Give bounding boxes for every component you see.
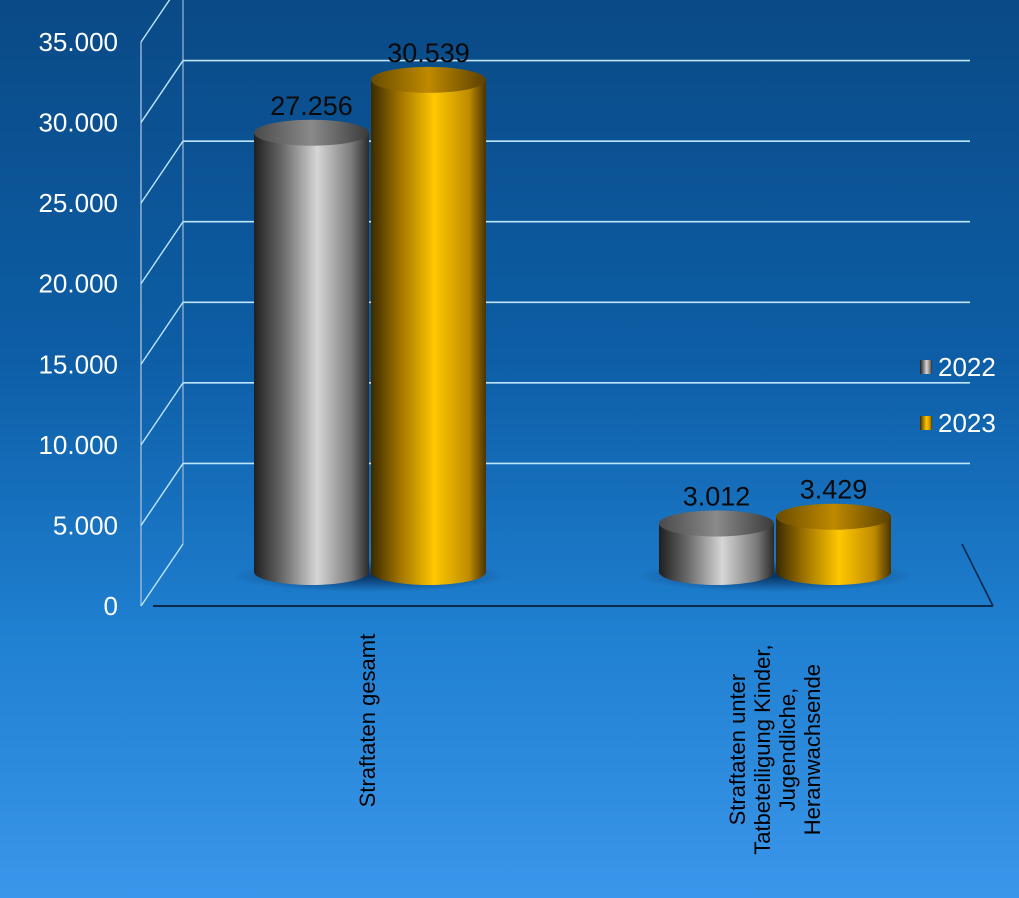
bars: 27.256 30.539 3.012 3.429: [232, 38, 913, 592]
category-labels: Straftaten gesamt Straftaten unterTatbete…: [355, 634, 825, 855]
legend-label: 2023: [938, 408, 996, 438]
grid-depth-line: [140, 60, 184, 123]
legend-item-2023: 2023: [920, 408, 996, 438]
grid-depth-line: [140, 543, 184, 607]
grid-depth-line: [140, 140, 184, 204]
grid-depth-line: [140, 382, 184, 446]
y-tick-label: 25.000: [38, 188, 118, 218]
grid-depth-line: [140, 0, 171, 43]
y-tick-label: 10.000: [38, 430, 118, 460]
data-label: 3.012: [683, 481, 751, 511]
data-label: 30.539: [387, 38, 470, 68]
bar-2023-2: [775, 503, 891, 585]
legend: 2022 2023: [920, 352, 996, 438]
bar-2023-1: [371, 66, 486, 585]
legend-item-2022: 2022: [920, 352, 996, 382]
data-label: 27.256: [270, 91, 353, 121]
floor-edge: [961, 543, 994, 607]
legend-swatch: [920, 416, 932, 430]
grid-depth-line: [140, 221, 184, 285]
grid-depth-line: [140, 301, 184, 365]
x-category-label: Straftaten gesamt: [355, 634, 380, 808]
legend-label: 2022: [938, 352, 996, 382]
y-tick-label: 5.000: [53, 510, 118, 540]
y-tick-label: 35.000: [38, 27, 118, 57]
x-category-label: Straftaten unterTatbeteiligung Kinder,Ju…: [725, 644, 825, 854]
bar-2022-1: [254, 119, 369, 585]
data-label: 3.429: [800, 475, 868, 505]
y-tick-label: 15.000: [38, 349, 118, 379]
y-tick-label: 30.000: [38, 108, 118, 138]
bar-2022-2: [659, 510, 774, 585]
y-axis-tick-labels: 0 5.000 10.000 15.000 20.000 25.000 30.000 35.0…: [38, 27, 118, 621]
grid-depth-line: [140, 463, 184, 526]
axes: [140, 0, 994, 607]
y-tick-label: 0: [104, 591, 118, 621]
y-tick-label: 20.000: [38, 269, 118, 299]
legend-swatch: [920, 360, 932, 374]
